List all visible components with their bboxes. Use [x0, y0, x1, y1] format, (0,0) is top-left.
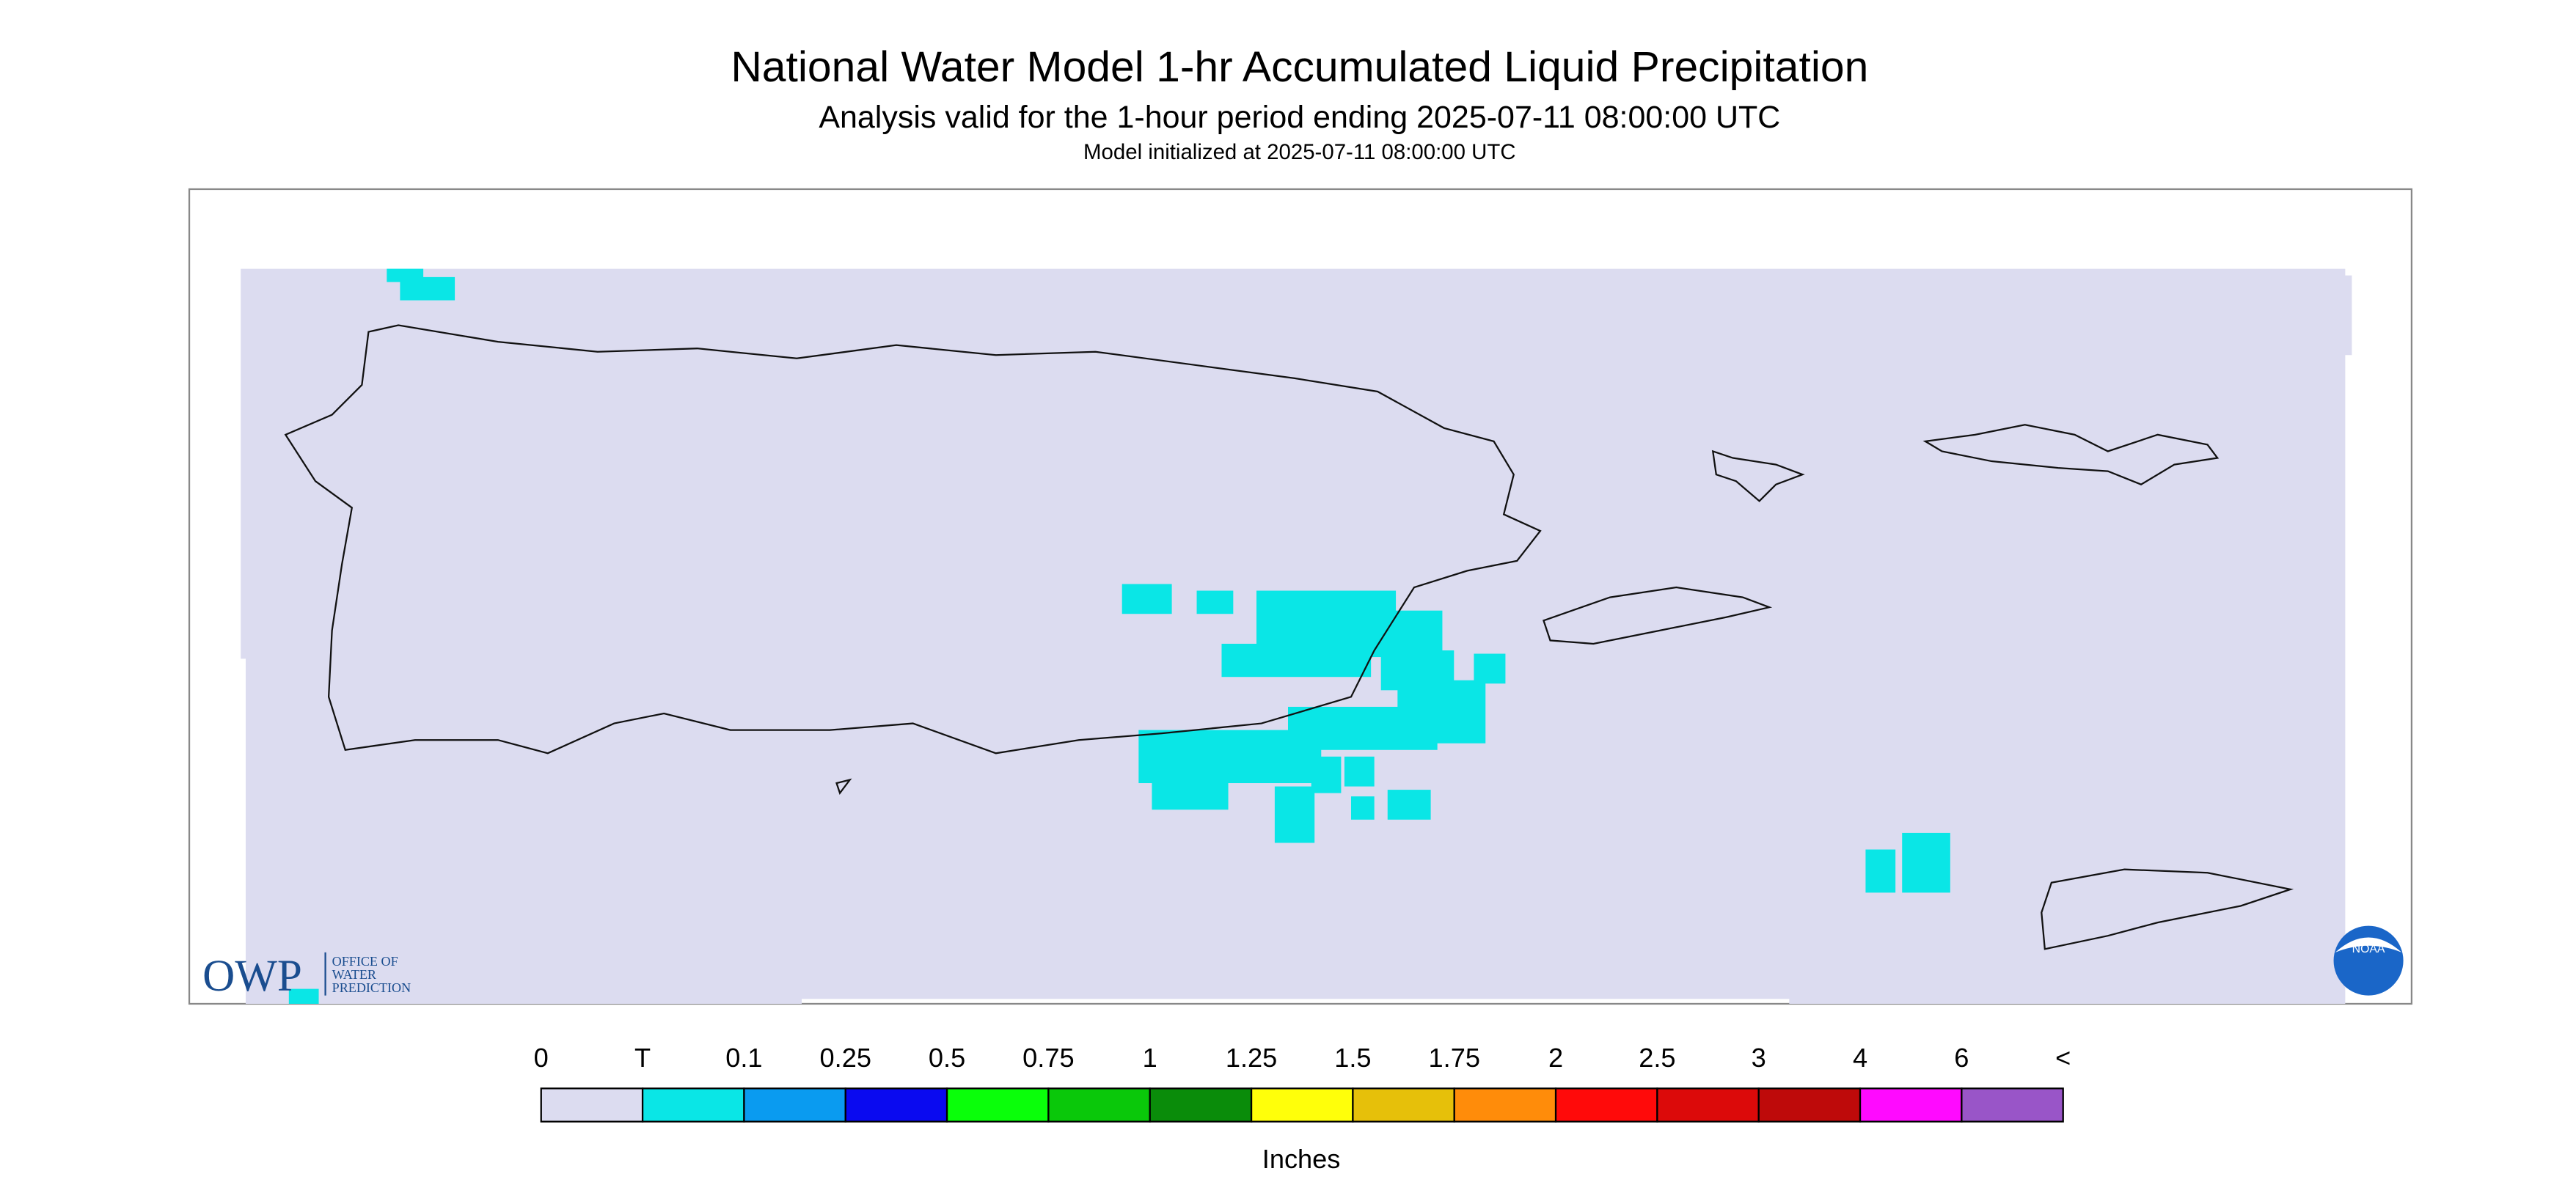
init-time: Model initialized at 2025-07-11 08:00:00… [1083, 140, 1516, 164]
legend-label: 0.5 [929, 1043, 965, 1073]
legend-label: 3 [1752, 1043, 1766, 1073]
office-text: WATER [332, 967, 377, 982]
legend-label: 1 [1143, 1043, 1157, 1073]
noaa-text: NOAA [2352, 943, 2385, 955]
legend-swatch [1453, 1087, 1557, 1123]
legend-swatch [1757, 1087, 1862, 1123]
legend-label: 0.1 [725, 1043, 762, 1073]
owp-logo: OWP [202, 952, 302, 1001]
title: National Water Model 1-hr Accumulated Li… [731, 43, 1868, 91]
legend-label: T [634, 1043, 651, 1073]
coastlines [284, 324, 2294, 950]
office-text: PREDICTION [332, 980, 411, 995]
legend-swatch [1554, 1087, 1658, 1123]
legend-swatch [743, 1087, 846, 1123]
legend-swatch [844, 1087, 948, 1123]
legend-swatch [945, 1087, 1050, 1123]
legend-swatch [1250, 1087, 1354, 1123]
legend-label: 2.5 [1639, 1043, 1675, 1073]
noaa-logo [2333, 925, 2404, 996]
noaa-bird [2335, 937, 2402, 952]
legend-swatch [1859, 1087, 1963, 1123]
office-text: OFFICE OF [332, 954, 398, 969]
legend-label: 0.25 [820, 1043, 871, 1073]
legend-swatch [1149, 1087, 1253, 1123]
legend: 0 T 0.1 0.25 0.5 0.75 1 1.25 1.5 1.75 2 2.5 3 4 6 < [534, 1043, 2071, 1123]
legend-label: 1.5 [1334, 1043, 1371, 1073]
legend-swatch [1352, 1087, 1455, 1123]
legend-swatch [1047, 1087, 1151, 1123]
precip-areas [288, 268, 1950, 1004]
legend-label: 4 [1853, 1043, 1867, 1073]
legend-label: 0.75 [1022, 1043, 1074, 1073]
legend-swatch [641, 1087, 745, 1123]
subtitle: Analysis valid for the 1-hour period end… [819, 100, 1780, 135]
legend-label: 1.75 [1429, 1043, 1480, 1073]
legend-swatch [1656, 1087, 1760, 1123]
legend-label: 0 [534, 1043, 549, 1073]
legend-label: 6 [1954, 1043, 1969, 1073]
legend-label: < [2055, 1043, 2071, 1073]
legend-swatch [1961, 1087, 2064, 1123]
legend-swatch [540, 1087, 644, 1123]
legend-unit: Inches [1262, 1144, 1341, 1174]
legend-label: 1.25 [1226, 1043, 1277, 1073]
legend-label: 2 [1548, 1043, 1563, 1073]
